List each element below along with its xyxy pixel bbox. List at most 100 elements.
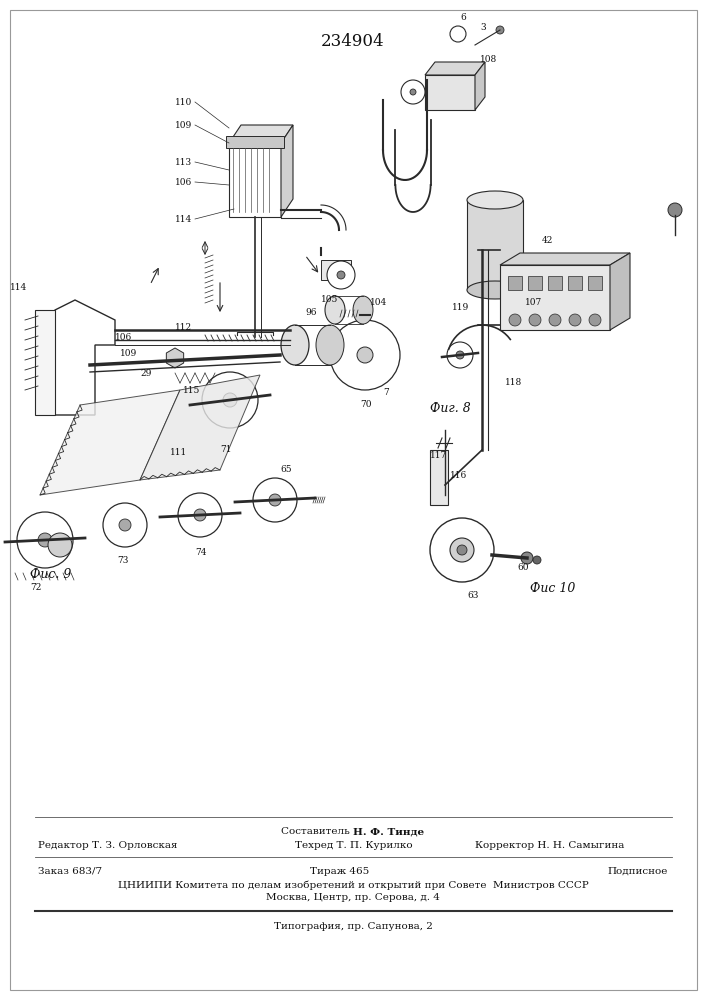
Circle shape	[202, 372, 258, 428]
Circle shape	[330, 320, 400, 390]
Bar	[430, 450, 448, 505]
Bar	[229, 142, 281, 217]
Text: Фис. 9: Фис. 9	[30, 568, 71, 581]
Circle shape	[496, 26, 504, 34]
Text: 117: 117	[430, 451, 448, 460]
Text: 60: 60	[517, 563, 529, 572]
Circle shape	[589, 314, 601, 326]
Polygon shape	[40, 390, 180, 495]
Polygon shape	[610, 253, 630, 330]
Bar	[568, 276, 582, 290]
Bar	[548, 276, 562, 290]
Text: 96: 96	[305, 308, 317, 317]
Text: 63: 63	[467, 591, 479, 600]
Circle shape	[119, 519, 131, 531]
Bar	[528, 276, 542, 290]
Text: 29: 29	[140, 369, 151, 378]
Polygon shape	[425, 75, 475, 110]
Text: Заказ 683/7: Заказ 683/7	[38, 867, 102, 876]
Circle shape	[521, 552, 533, 564]
Circle shape	[178, 493, 222, 537]
Circle shape	[529, 314, 541, 326]
Text: Тираж 465: Тираж 465	[310, 867, 369, 876]
Circle shape	[450, 538, 474, 562]
Text: 107: 107	[525, 298, 542, 307]
Circle shape	[509, 314, 521, 326]
Circle shape	[456, 351, 464, 359]
Ellipse shape	[316, 325, 344, 365]
Text: Корректор Н. Н. Самыгина: Корректор Н. Н. Самыгина	[475, 841, 624, 850]
Circle shape	[457, 545, 467, 555]
Bar	[588, 276, 602, 290]
Text: 42: 42	[542, 236, 554, 245]
Polygon shape	[140, 375, 260, 480]
Polygon shape	[500, 253, 630, 265]
Text: 6: 6	[460, 13, 466, 22]
Text: 116: 116	[450, 471, 467, 480]
Bar	[508, 276, 522, 290]
Text: 118: 118	[505, 378, 522, 387]
Circle shape	[103, 503, 147, 547]
Polygon shape	[166, 348, 184, 368]
Text: 72: 72	[30, 583, 42, 592]
Circle shape	[549, 314, 561, 326]
Text: 111: 111	[170, 448, 187, 457]
Bar	[467, 200, 523, 290]
Circle shape	[447, 342, 473, 368]
Bar	[500, 265, 610, 330]
Text: 119: 119	[452, 303, 469, 312]
Ellipse shape	[325, 296, 345, 324]
Text: ЦНИИПИ Комитета по делам изобретений и открытий при Совете  Министров СССР: ЦНИИПИ Комитета по делам изобретений и о…	[117, 880, 588, 890]
Text: Типография, пр. Сапунова, 2: Типография, пр. Сапунова, 2	[274, 922, 433, 931]
Polygon shape	[281, 125, 293, 217]
Circle shape	[17, 512, 73, 568]
Polygon shape	[425, 62, 485, 75]
Text: Москва, Центр, пр. Серова, д. 4: Москва, Центр, пр. Серова, д. 4	[266, 893, 440, 902]
Circle shape	[533, 556, 541, 564]
Circle shape	[327, 261, 355, 289]
Circle shape	[668, 203, 682, 217]
Text: Техред Т. П. Курилко: Техред Т. П. Курилко	[295, 841, 413, 850]
Circle shape	[253, 478, 297, 522]
Circle shape	[48, 533, 72, 557]
Circle shape	[569, 314, 581, 326]
Bar	[321, 260, 351, 280]
Circle shape	[430, 518, 494, 582]
Circle shape	[337, 271, 345, 279]
Text: 104: 104	[370, 298, 387, 307]
Bar	[226, 136, 284, 148]
Text: Фиг. 8: Фиг. 8	[430, 402, 471, 415]
Text: Н. Ф. Тинде: Н. Ф. Тинде	[353, 827, 424, 836]
Text: 3: 3	[480, 23, 486, 32]
Text: 109: 109	[120, 349, 137, 358]
Circle shape	[410, 89, 416, 95]
Circle shape	[401, 80, 425, 104]
Text: 65: 65	[280, 465, 291, 474]
Circle shape	[357, 347, 373, 363]
Text: 110: 110	[175, 98, 192, 107]
Text: 71: 71	[220, 445, 231, 454]
Text: 73: 73	[117, 556, 129, 565]
Ellipse shape	[467, 281, 523, 299]
Ellipse shape	[353, 296, 373, 324]
Polygon shape	[229, 125, 293, 143]
Text: Составитель: Составитель	[281, 827, 353, 836]
Text: 114: 114	[10, 283, 28, 292]
Text: 234904: 234904	[321, 33, 385, 50]
Text: 106: 106	[175, 178, 192, 187]
Text: 109: 109	[175, 121, 192, 130]
Text: 112: 112	[175, 323, 192, 332]
Text: 113: 113	[175, 158, 192, 167]
Circle shape	[194, 509, 206, 521]
Text: Подписное: Подписное	[607, 867, 668, 876]
Text: 70: 70	[360, 400, 371, 409]
Text: 74: 74	[195, 548, 206, 557]
Text: Редактор Т. З. Орловская: Редактор Т. З. Орловская	[38, 841, 177, 850]
Polygon shape	[35, 310, 55, 415]
Text: 106: 106	[115, 333, 132, 342]
Text: 108: 108	[480, 55, 497, 64]
Circle shape	[269, 494, 281, 506]
Circle shape	[38, 533, 52, 547]
Text: 115: 115	[183, 386, 200, 395]
Text: 114: 114	[175, 215, 192, 224]
